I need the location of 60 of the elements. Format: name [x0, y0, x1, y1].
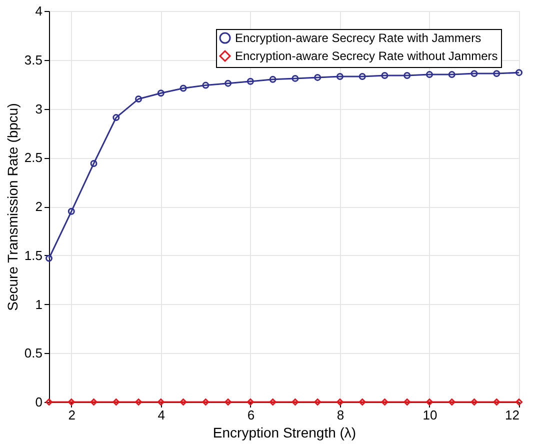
point [314, 398, 322, 406]
point [68, 398, 75, 406]
point [516, 398, 522, 406]
x-tick-label: 8 [336, 408, 344, 422]
point [292, 398, 299, 406]
point [336, 73, 344, 80]
point [135, 398, 142, 406]
point [493, 398, 500, 406]
point [157, 398, 164, 406]
y-tick-label: 1 [35, 296, 42, 312]
point [135, 95, 142, 102]
point [246, 78, 254, 85]
y-tick-label: 2.5 [24, 150, 42, 166]
point [381, 398, 388, 406]
point [470, 70, 478, 78]
point [180, 398, 187, 406]
y-axis-title: Secure Transmission Rate (bpcu) [4, 103, 20, 311]
point [246, 398, 254, 406]
point [90, 160, 98, 167]
point [358, 73, 366, 80]
y-tick-label: 0 [35, 394, 42, 410]
y-tick-label: 3 [35, 101, 42, 116]
x-tick-label: 12 [505, 408, 520, 422]
point [426, 398, 433, 406]
point [157, 90, 164, 97]
legend-label: Encryption-aware Secrecy Rate with Jammers [235, 31, 482, 45]
legend-label: Encryption-aware Secrecy Rate without Jammers [235, 49, 498, 63]
x-tick-label: 10 [422, 408, 438, 422]
point [112, 398, 120, 406]
x-tick-label: 6 [247, 408, 255, 422]
point [269, 76, 276, 83]
point [180, 84, 187, 92]
point [448, 71, 456, 78]
point [224, 398, 232, 406]
point [202, 82, 210, 89]
y-tick-label: 2 [35, 199, 42, 214]
y-tick-label: 1.5 [24, 248, 42, 263]
point [426, 71, 433, 78]
point [493, 70, 500, 78]
point [269, 398, 276, 406]
point [358, 398, 366, 406]
point [90, 398, 98, 406]
point [404, 398, 411, 406]
y-tick-label: 4 [35, 4, 42, 18]
point [202, 398, 210, 406]
point [68, 208, 75, 215]
y-tick-label: 0.5 [24, 346, 42, 361]
point [404, 72, 411, 79]
point [112, 114, 120, 122]
point [292, 74, 299, 82]
point [314, 74, 322, 81]
x-axis-title: Encryption Strength (λ) [212, 424, 356, 440]
x-tick-label: 4 [158, 408, 166, 422]
point [336, 398, 344, 406]
point [448, 398, 456, 406]
x-tick-label: 2 [68, 408, 76, 422]
point [224, 80, 232, 87]
point [470, 398, 478, 406]
y-tick-label: 3.5 [24, 52, 42, 68]
point [381, 72, 388, 79]
